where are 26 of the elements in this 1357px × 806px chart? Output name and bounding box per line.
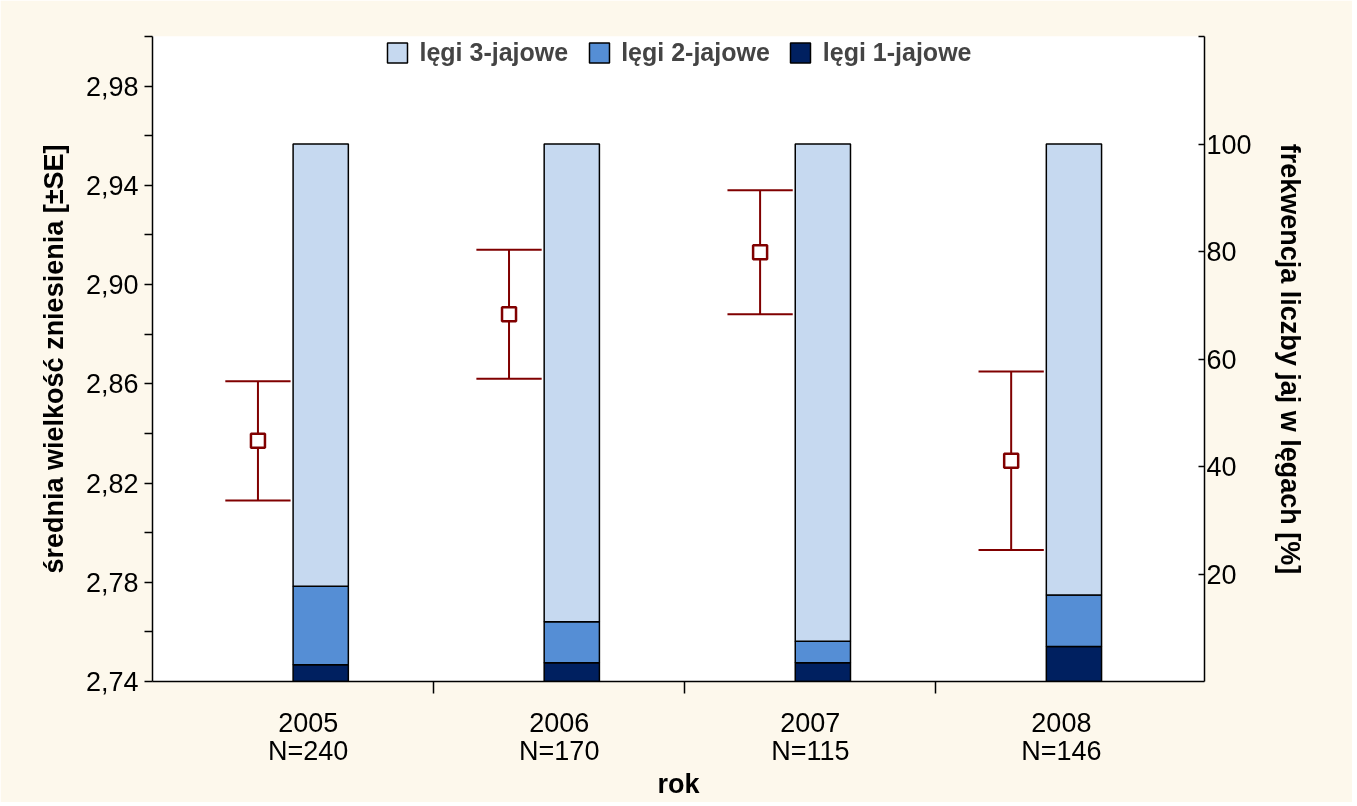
- y-tick-label: 2,86: [85, 369, 139, 400]
- point: [751, 244, 769, 261]
- y-tick-label: 2,74: [85, 667, 139, 697]
- legend-label: lęgi 2-jajowe: [621, 38, 770, 67]
- x-tick-label: 2008 N=146: [1021, 707, 1102, 766]
- y-tick-label: 2,94: [85, 170, 139, 201]
- y2-tick-label: 100: [1206, 129, 1252, 160]
- legend-label: lęgi 3-jajowe: [419, 38, 569, 67]
- legend-label: lęgi 1-jajowe: [822, 38, 972, 67]
- y-axis-title: średnia wielkość zniesienia [±SE]: [38, 144, 69, 574]
- x-axis-title: rok: [657, 769, 701, 799]
- y-tick-label: 2,98: [85, 71, 139, 102]
- y-tick-label: 2,82: [85, 468, 139, 499]
- y-tick-label: 2,90: [85, 270, 139, 301]
- x-tick-label: 2005 N=240: [268, 707, 349, 766]
- y2-axis-title: frekwencja liczby jaj w lęgach [%]: [1274, 143, 1305, 575]
- y2-tick-label: 20: [1206, 559, 1237, 590]
- y-tick-label: 2,78: [85, 567, 139, 598]
- x-tick-label: 2007 N=115: [771, 707, 850, 766]
- y2-tick-label: 60: [1206, 344, 1237, 375]
- point: [500, 306, 518, 323]
- x-tick-label: 2006 N=170: [519, 707, 600, 766]
- y2-tick-label: 80: [1206, 237, 1237, 267]
- point: [249, 432, 267, 450]
- y2-tick-label: 40: [1206, 452, 1237, 482]
- point: [1002, 452, 1020, 469]
